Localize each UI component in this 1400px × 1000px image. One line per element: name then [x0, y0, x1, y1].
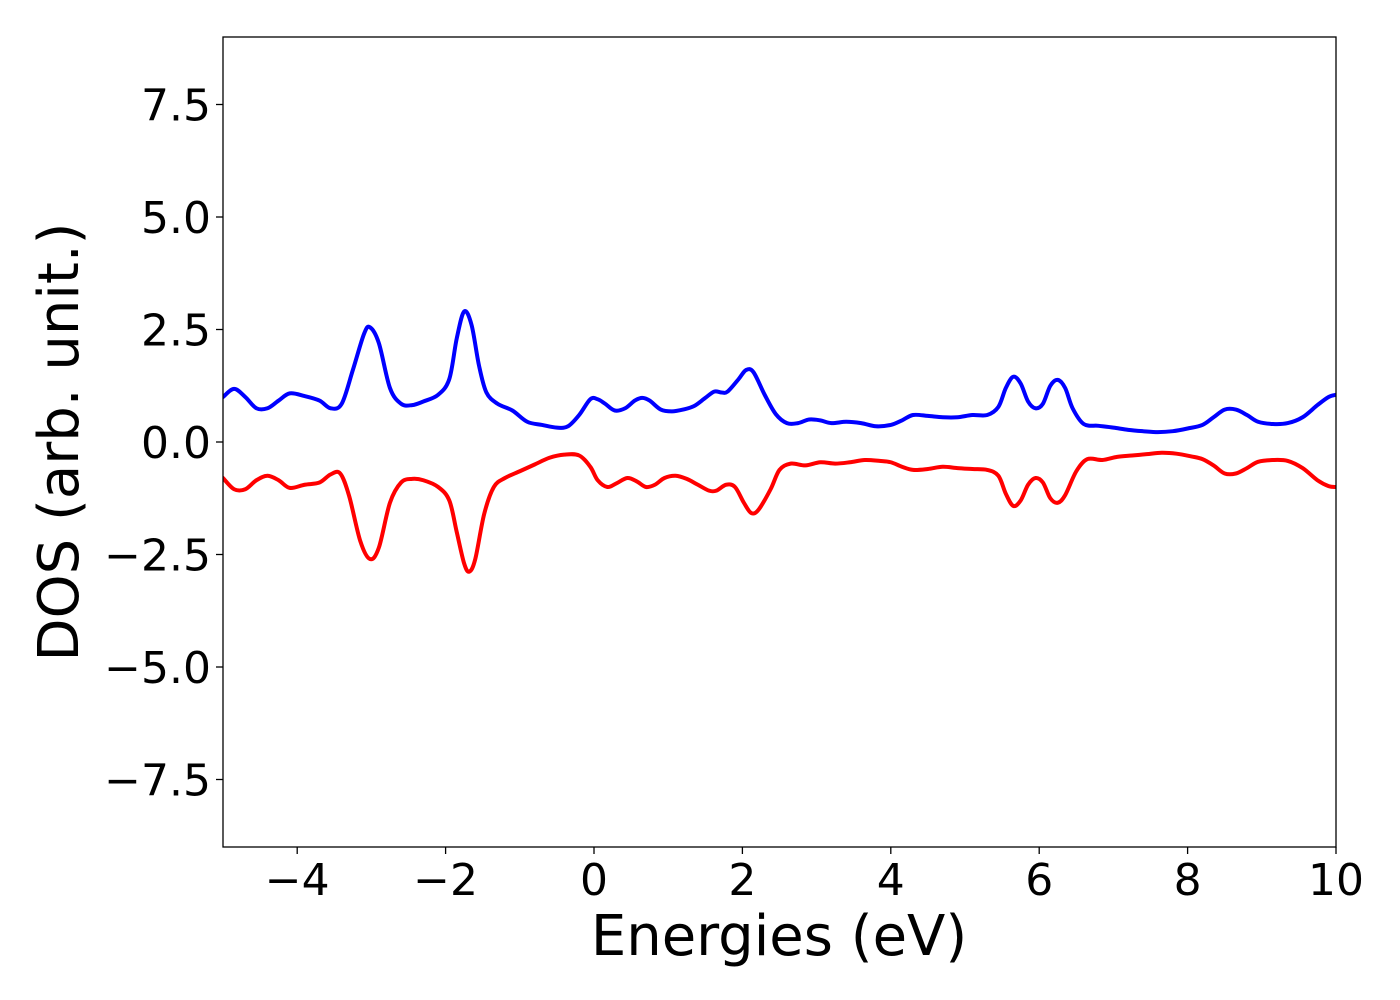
y-tick-label: −5.0 — [104, 643, 211, 694]
series-line-spin-down — [223, 450, 1336, 574]
x-tick-label: −4 — [265, 855, 330, 906]
y-tick-label: 0.0 — [141, 418, 211, 469]
ticks-group: −4 −2 0 2 4 6 8 10 7.5 5.0 2.5 0.0 −2.5 −5.0 −7.5 — [104, 81, 1364, 907]
x-tick-label: 10 — [1308, 855, 1364, 906]
y-tick-label: 7.5 — [141, 81, 211, 132]
y-tick-label: −7.5 — [104, 756, 211, 807]
x-tick-label: 6 — [1025, 855, 1053, 906]
y-tick-label: 5.0 — [141, 193, 211, 244]
x-tick-label: 4 — [877, 855, 905, 906]
y-tick-label: 2.5 — [141, 306, 211, 357]
y-tick-label: −2.5 — [104, 531, 211, 582]
plot-frame — [222, 36, 1337, 848]
x-axis-title: Energies (eV) — [591, 904, 967, 969]
x-tick-label: 8 — [1174, 855, 1202, 906]
series-group — [223, 309, 1336, 574]
x-tick-label: 2 — [728, 855, 756, 906]
x-tick-label: −2 — [413, 855, 478, 906]
x-tick-label: 0 — [580, 855, 608, 906]
y-axis-title: DOS (arb. unit.) — [27, 222, 92, 661]
series-line-spin-up — [223, 309, 1336, 435]
